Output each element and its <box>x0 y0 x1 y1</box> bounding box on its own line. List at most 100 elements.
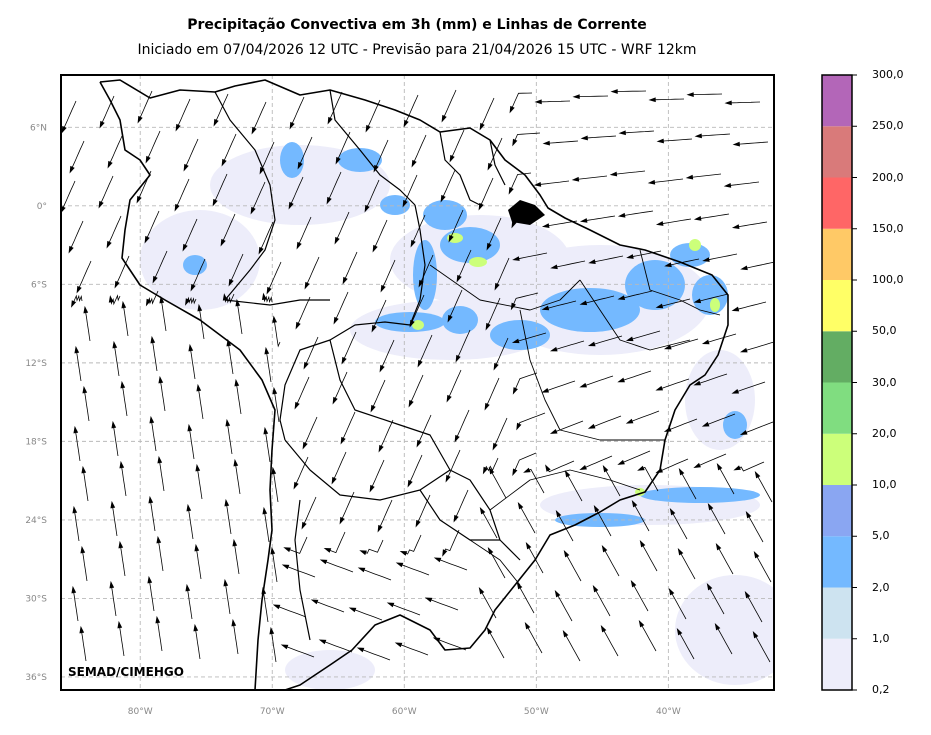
streamline-arrow <box>289 121 295 130</box>
streamline <box>743 421 774 434</box>
streamline <box>342 331 357 361</box>
streamline <box>191 258 206 288</box>
streamline-arrow <box>555 509 562 518</box>
streamline-arrow <box>731 306 740 312</box>
streamline-arrow <box>76 285 82 294</box>
streamline-arrow <box>152 275 158 284</box>
streamline-arrow <box>579 218 588 223</box>
streamline <box>718 466 735 495</box>
streamline-arrow <box>310 599 319 605</box>
streamline-arrow <box>509 105 515 114</box>
streamline-arrow <box>197 303 203 312</box>
streamline <box>538 100 571 103</box>
streamline <box>519 505 536 534</box>
streamline <box>234 462 241 495</box>
streamline <box>83 389 90 422</box>
streamline-arrow <box>512 387 518 395</box>
streamline <box>366 99 381 129</box>
streamline <box>137 170 152 200</box>
streamline-arrow <box>399 550 408 556</box>
streamline-arrow <box>545 464 551 472</box>
streamline <box>494 337 509 367</box>
streamline-arrow <box>655 468 663 474</box>
streamline <box>716 626 733 655</box>
streamline <box>80 629 87 662</box>
streamline <box>188 427 195 460</box>
streamline <box>526 625 543 654</box>
streamline <box>456 329 471 359</box>
streamline-arrow <box>587 341 596 347</box>
streamline <box>735 221 768 228</box>
streamline-arrow <box>340 436 346 445</box>
map-background <box>61 75 774 690</box>
streamline <box>332 451 347 481</box>
streamline-arrow <box>637 465 645 471</box>
streamline <box>151 339 158 372</box>
streamline-arrow <box>550 264 558 270</box>
streamline-arrow <box>656 138 664 144</box>
streamline-arrow <box>407 479 413 488</box>
streamline <box>442 89 457 119</box>
colorbar-swatch <box>822 331 852 383</box>
streamline <box>479 177 494 207</box>
streamline-arrow <box>394 642 403 648</box>
streamline-arrow <box>630 579 637 588</box>
streamline <box>213 173 228 203</box>
streamline-arrow <box>410 239 416 248</box>
streamline <box>224 293 235 304</box>
streamline <box>443 529 460 554</box>
streamline <box>595 508 612 537</box>
streamline <box>622 130 655 134</box>
streamline <box>148 579 155 612</box>
streamline-arrow <box>706 582 713 591</box>
streamline-arrow <box>707 502 714 511</box>
streamline-arrow <box>212 198 218 207</box>
colorbar-label: 200,0 <box>872 170 904 184</box>
streamline <box>111 504 118 537</box>
streamline-arrow <box>600 624 607 633</box>
streamline <box>488 630 505 659</box>
streamline <box>263 510 270 543</box>
streamline <box>591 415 622 428</box>
streamline <box>480 97 495 127</box>
streamline-arrow <box>232 538 238 547</box>
streamline-arrow <box>193 623 199 632</box>
streamline-arrow <box>669 507 676 516</box>
streamline-arrow <box>224 498 230 507</box>
streamline <box>373 219 388 249</box>
streamline <box>399 563 430 576</box>
streamline <box>630 250 662 258</box>
streamline-arrow <box>625 418 634 424</box>
streamline-arrow <box>264 346 270 355</box>
streamline-arrow <box>693 380 701 386</box>
streamline <box>294 456 309 486</box>
streamline <box>186 587 193 620</box>
colorbar <box>821 74 857 691</box>
streamline <box>554 260 586 268</box>
lat-tick-label: 30°S <box>25 594 47 604</box>
streamline <box>99 175 114 205</box>
streamline <box>640 466 659 492</box>
streamline-arrow <box>416 439 422 448</box>
streamline-arrow <box>508 187 514 195</box>
streamline-arrow <box>174 203 180 212</box>
streamline-arrow <box>81 465 87 474</box>
streamline <box>305 256 320 286</box>
streamline-arrow <box>378 444 384 453</box>
streamline-arrow <box>186 503 192 512</box>
streamline-arrow <box>485 322 491 331</box>
streamline-arrow <box>648 97 656 103</box>
streamline <box>667 338 699 349</box>
streamline <box>61 180 76 210</box>
streamline-arrow <box>533 181 542 187</box>
colorbar-swatch <box>822 228 852 280</box>
streamline-arrow <box>733 465 741 471</box>
streamline <box>341 411 356 441</box>
streamline <box>696 373 728 385</box>
streamline-arrow <box>365 124 371 133</box>
streamline <box>545 380 576 392</box>
colorbar-label: 50,0 <box>872 324 897 338</box>
streamline-arrow <box>693 298 702 304</box>
streamline <box>138 90 153 120</box>
streamline <box>659 218 692 225</box>
